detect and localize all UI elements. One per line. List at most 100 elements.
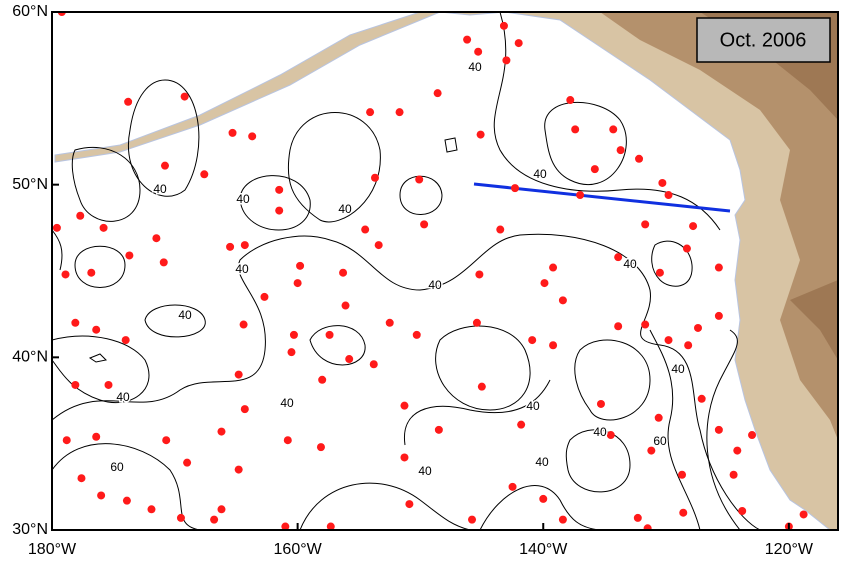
contour [444,137,458,153]
float [369,360,378,369]
float [121,336,130,345]
float [71,380,80,389]
contour [309,325,366,366]
float [400,401,409,410]
float [682,244,691,253]
floats [52,12,808,530]
float [234,465,243,474]
float [200,170,209,179]
float [217,505,226,514]
contour-label: 40 [235,262,249,276]
float [180,92,189,101]
contour-label: 40 [623,257,637,271]
float [729,470,738,479]
contour-label: 40 [593,425,607,439]
float [635,154,644,163]
float [147,505,156,514]
float [412,330,421,339]
x-tick-label: 140°W [519,541,568,558]
float [549,263,558,272]
float [475,270,484,279]
float [434,425,443,434]
map-frame [51,11,839,531]
float [162,436,171,445]
float [511,184,520,193]
contour [403,379,551,446]
float [641,220,650,229]
float [679,508,688,517]
float [415,175,424,184]
contour-label: 40 [280,396,294,410]
contour-label: 40 [153,182,167,196]
contour [435,325,531,411]
float [239,320,248,329]
float [748,431,757,440]
contour [574,339,651,421]
title-box [696,17,831,63]
float [664,336,673,345]
float [325,330,334,339]
float [159,258,168,267]
float [689,222,698,231]
y-tick-label: 50°N [12,176,48,193]
land-relief [600,12,838,440]
contour [287,112,381,223]
y-tick-label: 30°N [12,521,48,538]
float [293,279,302,288]
contour [52,335,150,404]
land [439,12,838,530]
contour [479,485,601,530]
float [738,507,747,516]
float [361,225,370,234]
float [345,355,354,364]
contour [88,353,108,363]
float [152,234,161,243]
float [183,458,192,467]
float [124,97,133,106]
float [684,341,693,350]
float [647,446,656,455]
contour [299,482,471,530]
float [655,268,664,277]
float [678,470,687,479]
contour [399,175,443,215]
float [228,128,237,137]
contour [128,79,200,197]
contour-label: 40 [533,167,547,181]
x-tick-label: 180°W [28,541,77,558]
float [366,108,375,117]
float [558,296,567,305]
float [517,420,526,429]
float [549,341,558,350]
float [125,251,134,260]
x-tick-label: 120°W [765,541,814,558]
float [714,425,723,434]
float [476,130,485,139]
float [339,268,348,277]
float [260,292,269,301]
float [217,427,226,436]
float [614,322,623,331]
contour-label: 40 [526,399,540,413]
float [614,253,623,262]
float [160,161,169,170]
float [596,399,605,408]
contour-label: 40 [418,464,432,478]
contour [544,101,627,186]
float [576,191,585,200]
map-area: 40 40 40 40 40 40 40 40 40 40 40 40 40 4… [52,12,838,530]
y-tick-label: 60°N [12,3,48,20]
float [76,211,85,220]
contour [239,175,311,231]
float [104,380,113,389]
float [528,336,537,345]
float [616,146,625,155]
contour-label: 60 [653,434,667,448]
contour [649,329,701,530]
float [52,223,61,232]
float [508,482,517,491]
contour-label: 40 [236,192,250,206]
float [97,491,106,500]
float [566,96,575,105]
